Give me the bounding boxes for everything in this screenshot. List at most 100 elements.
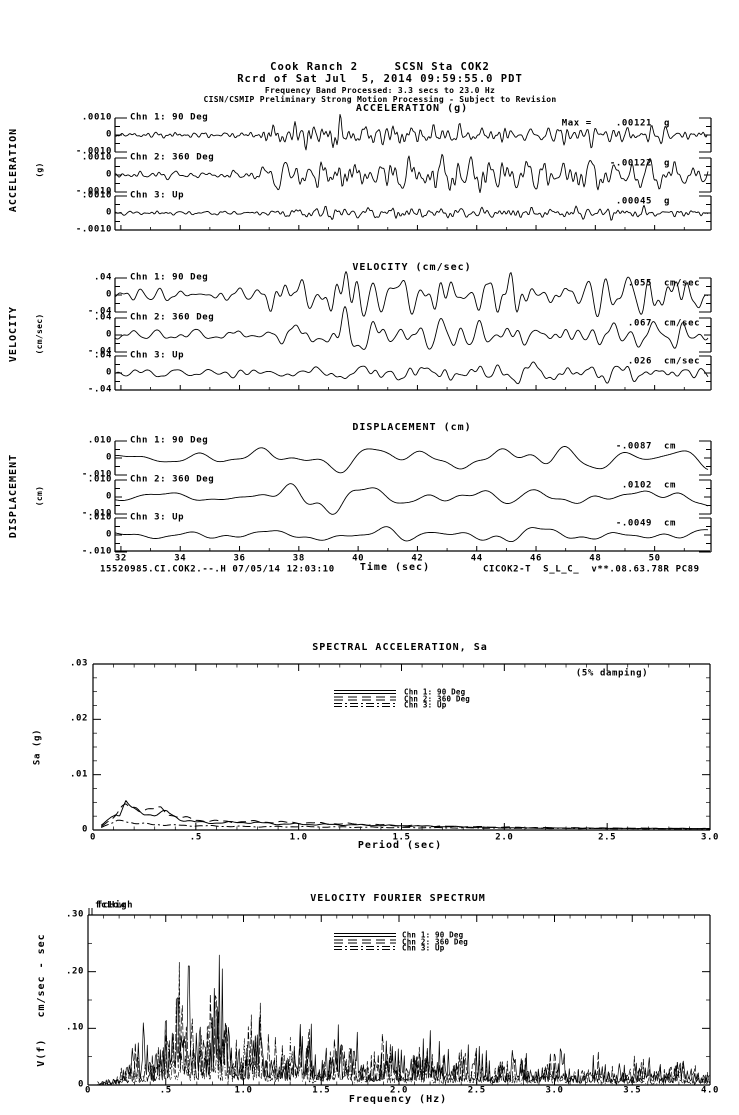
sa-x-tick-label: 0 — [89, 832, 97, 843]
period-axis-label: Period (sec) — [357, 840, 443, 851]
channel-label: Chn 1: 90 Deg — [130, 112, 209, 123]
channel-label: Chn 3: Up — [130, 350, 185, 361]
scale-tick-label: 0 — [105, 452, 112, 463]
fourier-x-tick-label: 1.5 — [312, 1085, 331, 1096]
scale-tick-label: -.010 — [81, 508, 112, 519]
scale-tick-label: -.0010 — [75, 146, 112, 157]
displacement-side-units: (cm) — [35, 485, 44, 507]
sa-y-tick-label: 0 — [81, 824, 88, 835]
scale-tick-label: 0 — [105, 367, 112, 378]
sa-x-tick-label: 1.0 — [289, 832, 308, 843]
peak-units: cm — [664, 518, 677, 529]
peak-annotation: -.0087 — [615, 441, 652, 452]
disclaimer-note: CISN/CSMIP Preliminary Strong Motion Pro… — [203, 95, 557, 104]
processing-id: CICOK2-T S_L_C_ v**.08.63.78R PC89 — [483, 564, 700, 575]
time-tick-label: 32 — [114, 553, 127, 564]
peak-annotation: .055 — [627, 278, 652, 289]
fourier-x-tick-label: 0 — [84, 1085, 92, 1096]
scale-tick-label: 0 — [105, 491, 112, 502]
fc-low-label: fcLow — [95, 900, 126, 911]
scale-tick-label: .0010 — [81, 152, 112, 163]
sa-x-tick-label: 2.0 — [495, 832, 514, 843]
sa-y-tick-label: .03 — [69, 658, 88, 669]
sa-x-tick-label: 1.5 — [392, 832, 411, 843]
peak-annotation: .067 — [627, 318, 652, 329]
scale-tick-label: -.0010 — [75, 224, 112, 235]
scale-tick-label: -.04 — [87, 384, 112, 395]
peak-units: g — [664, 158, 671, 169]
peak-annotation: -.0049 — [615, 518, 652, 529]
sa-legend-label: Chn 1: 90 Deg — [404, 687, 466, 697]
fourier-x-tick-label: 3.5 — [623, 1085, 642, 1096]
sa-x-tick-label: 3.0 — [700, 832, 720, 843]
peak-units: g — [664, 196, 671, 207]
velocity-title: VELOCITY (cm/sec) — [352, 262, 472, 273]
scale-tick-label: 0 — [105, 129, 112, 140]
fourier-legend-label: Chn 2: 360 Deg — [402, 936, 469, 946]
sa-legend-label: Chn 2: 360 Deg — [404, 693, 471, 703]
frequency-band-note: Frequency Band Processed: 3.3 secs to 23… — [264, 86, 496, 95]
displacement-title: DISPLACEMENT (cm) — [352, 422, 472, 433]
fourier-x-tick-label: 2.0 — [389, 1085, 409, 1096]
fourier-y-tick-label: .30 — [65, 909, 84, 920]
sa-ylabel: Sa (g) — [32, 728, 43, 766]
fourier-x-tick-label: .5 — [159, 1085, 172, 1096]
time-tick-label: 50 — [648, 553, 661, 564]
time-tick-label: 42 — [411, 553, 424, 564]
scale-tick-label: 0 — [105, 329, 112, 340]
channel-label: Chn 3: Up — [130, 190, 185, 201]
scale-tick-label: .0010 — [81, 190, 112, 201]
scale-tick-label: .04 — [93, 350, 112, 361]
fourier-legend-label: Chn 1: 90 Deg — [402, 930, 464, 940]
channel-label: Chn 1: 90 Deg — [130, 435, 209, 446]
fourier-y-tick-label: 0 — [77, 1079, 84, 1090]
scale-tick-label: 0 — [105, 169, 112, 180]
scale-tick-label: -.04 — [87, 346, 112, 357]
scale-tick-label: .010 — [87, 435, 112, 446]
scale-tick-label: -.0010 — [75, 186, 112, 197]
fourier-x-tick-label: 1.0 — [234, 1085, 253, 1096]
time-tick-label: 48 — [589, 553, 602, 564]
fourier-x-tick-label: 4.0 — [700, 1085, 720, 1096]
scale-tick-label: -.04 — [87, 306, 112, 317]
channel-label: Chn 2: 360 Deg — [130, 474, 215, 485]
channel-label: Chn 2: 360 Deg — [130, 312, 215, 323]
velocity-side-label: VELOCITY — [8, 305, 19, 363]
acceleration-side-label: ACCELERATION — [8, 127, 19, 213]
record-date-line: Rcrd of Sat Jul 5, 2014 09:59:55.0 PDT — [237, 72, 523, 85]
scale-tick-label: .010 — [87, 474, 112, 485]
scale-tick-label: 0 — [105, 289, 112, 300]
damping-annotation: (5% damping) — [575, 668, 649, 679]
record-id: 15520985.CI.COK2.--.H 07/05/14 12:03:10 — [100, 564, 335, 575]
peak-units: cm/sec — [664, 356, 701, 367]
velocity-side-units: (cm/sec) — [35, 313, 44, 355]
acceleration-title: ACCELERATION (g) — [355, 103, 469, 114]
scale-tick-label: .04 — [93, 272, 112, 283]
scale-tick-label: -.010 — [81, 546, 112, 557]
sa-x-tick-label: 2.5 — [598, 832, 617, 843]
fourier-ylabel: V(f) cm/sec - sec — [36, 933, 47, 1067]
peak-annotation: .00045 — [615, 196, 652, 207]
peak-units: g — [664, 118, 671, 129]
time-axis-label: Time (sec) — [359, 562, 431, 573]
sa-y-tick-label: .02 — [69, 713, 88, 724]
peak-units: cm/sec — [664, 318, 701, 329]
scale-tick-label: 0 — [105, 207, 112, 218]
scale-tick-label: 0 — [105, 529, 112, 540]
sa-x-tick-label: .5 — [189, 832, 202, 843]
acceleration-side-units: (g) — [35, 162, 44, 178]
peak-units: cm/sec — [664, 278, 701, 289]
fc-high-label: fcHigh — [97, 900, 134, 911]
frequency-axis-label: Frequency (Hz) — [348, 1094, 448, 1105]
fourier-title: VELOCITY FOURIER SPECTRUM — [310, 893, 486, 904]
scale-tick-label: .0010 — [81, 112, 112, 123]
station-title: Cook Ranch 2 SCSN Sta COK2 — [270, 60, 490, 73]
peak-annotation: -.00122 — [609, 158, 652, 169]
peak-annotation: .026 — [627, 356, 652, 367]
peak-units: cm — [664, 480, 677, 491]
displacement-side-label: DISPLACEMENT — [8, 453, 19, 539]
time-tick-label: 46 — [529, 553, 543, 564]
channel-label: Chn 3: Up — [130, 512, 185, 523]
